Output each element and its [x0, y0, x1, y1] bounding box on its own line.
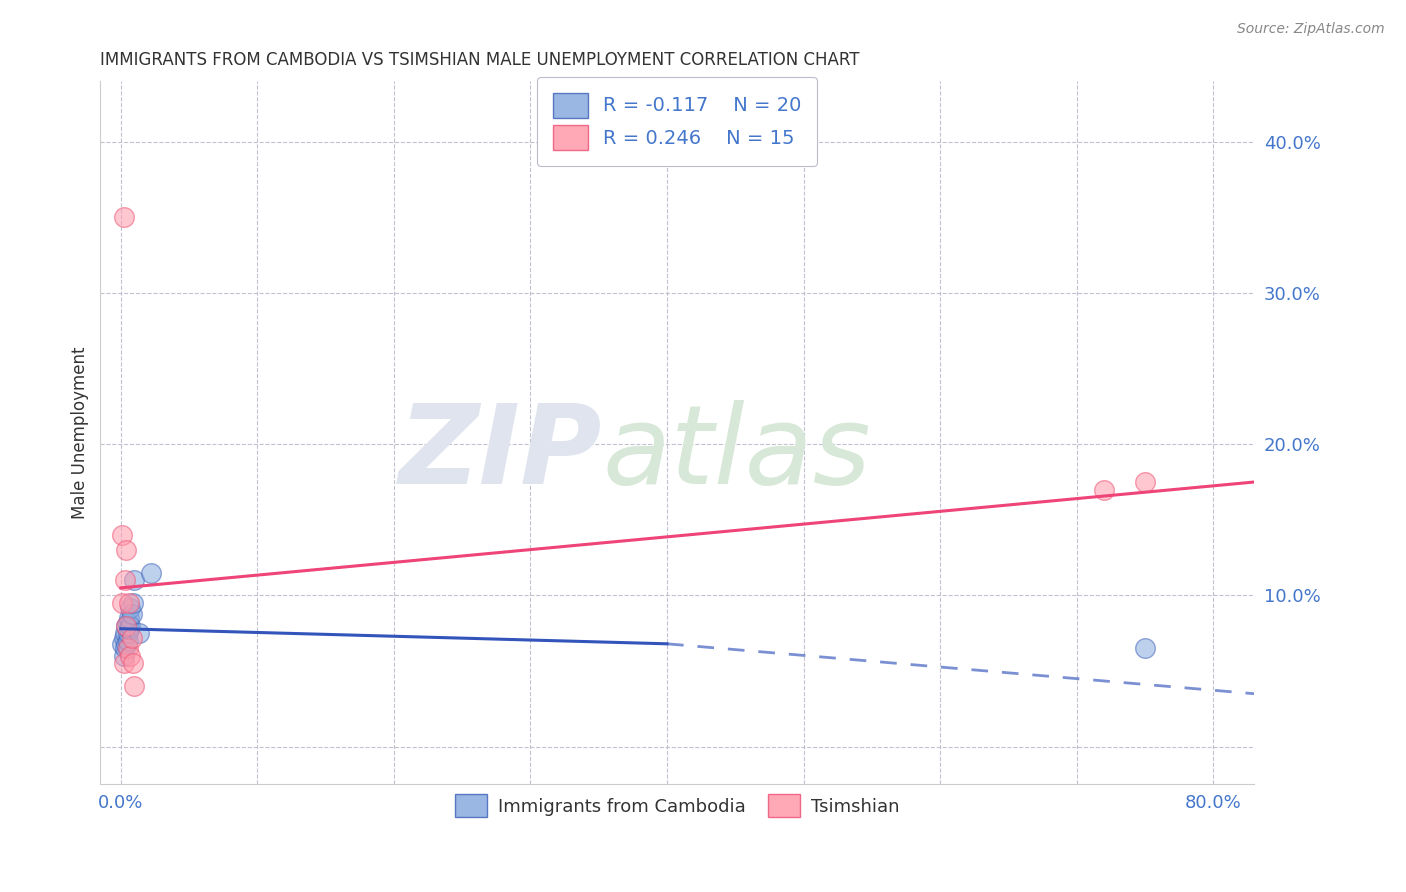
Point [112, 631, 135, 645]
Point [117, 626, 139, 640]
Point [122, 657, 145, 671]
Point [115, 618, 138, 632]
Point [112, 648, 135, 663]
Point [114, 626, 136, 640]
Point [114, 574, 136, 588]
Point [112, 657, 135, 671]
Point [120, 648, 142, 663]
Point [111, 596, 134, 610]
Point [118, 622, 141, 636]
Point [115, 618, 138, 632]
Point [122, 596, 145, 610]
Legend: Immigrants from Cambodia, Tsimshian: Immigrants from Cambodia, Tsimshian [447, 787, 907, 824]
Point [115, 637, 138, 651]
Point [117, 615, 139, 630]
Point [120, 618, 142, 632]
Point [124, 679, 146, 693]
Text: IMMIGRANTS FROM CAMBODIA VS TSIMSHIAN MALE UNEMPLOYMENT CORRELATION CHART: IMMIGRANTS FROM CAMBODIA VS TSIMSHIAN MA… [100, 51, 860, 69]
Text: ZIP: ZIP [399, 401, 602, 508]
Point [128, 626, 150, 640]
Point [111, 528, 134, 542]
Point [124, 574, 146, 588]
Point [112, 211, 135, 225]
Point [1133, 475, 1156, 489]
Text: atlas: atlas [602, 401, 870, 508]
Point [117, 633, 139, 648]
Point [121, 607, 143, 621]
Point [1133, 641, 1156, 656]
Text: Source: ZipAtlas.com: Source: ZipAtlas.com [1237, 22, 1385, 37]
Point [121, 631, 143, 645]
Point [114, 641, 136, 656]
Point [120, 600, 142, 615]
Point [118, 611, 141, 625]
Point [115, 543, 138, 558]
Point [139, 566, 162, 580]
Point [111, 637, 134, 651]
Point [1092, 483, 1115, 497]
Y-axis label: Male Unemployment: Male Unemployment [72, 347, 89, 519]
Point [118, 596, 141, 610]
Point [117, 641, 139, 656]
